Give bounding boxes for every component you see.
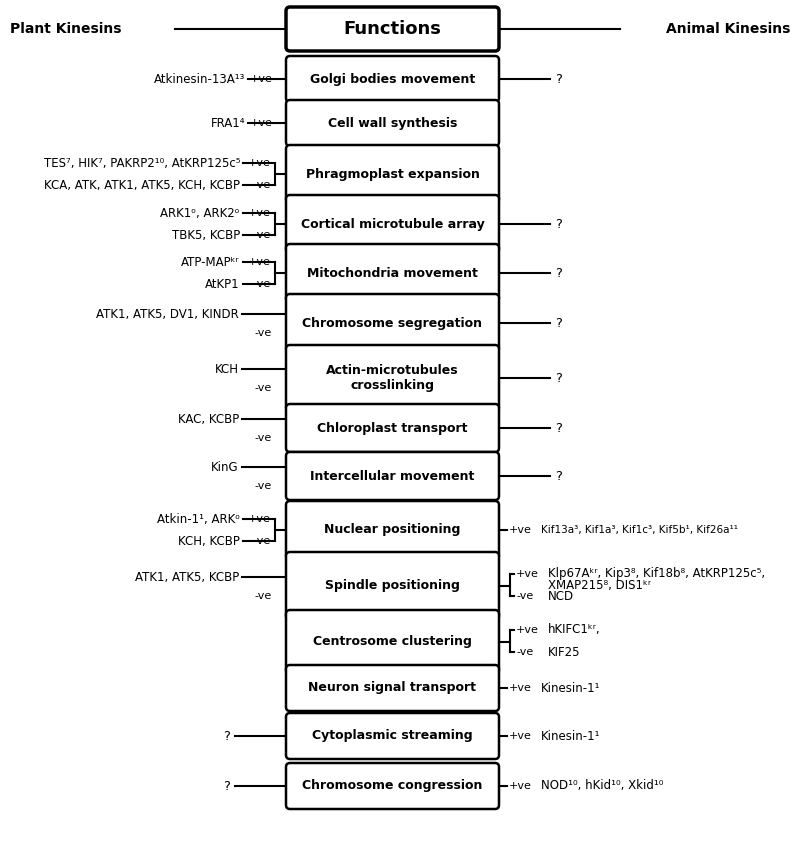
Text: ?: ?: [555, 316, 562, 330]
Text: Chromosome segregation: Chromosome segregation: [302, 316, 482, 330]
FancyBboxPatch shape: [286, 552, 499, 620]
Text: ATK1, ATK5, DV1, KINDR: ATK1, ATK5, DV1, KINDR: [96, 308, 239, 320]
FancyBboxPatch shape: [286, 294, 499, 352]
Text: Animal Kinesins: Animal Kinesins: [666, 22, 790, 36]
Text: KAC, KCBP: KAC, KCBP: [178, 412, 239, 426]
FancyBboxPatch shape: [286, 713, 499, 759]
Text: +ve: +ve: [509, 683, 532, 693]
Text: -ve: -ve: [254, 230, 271, 240]
Text: Actin-microtubules
crosslinking: Actin-microtubules crosslinking: [326, 364, 459, 392]
Text: Cell wall synthesis: Cell wall synthesis: [328, 117, 457, 130]
Text: ?: ?: [555, 218, 562, 230]
Text: Spindle positioning: Spindle positioning: [325, 579, 460, 593]
Text: ?: ?: [223, 780, 230, 792]
FancyBboxPatch shape: [286, 7, 499, 51]
Text: FRA1⁴: FRA1⁴: [210, 117, 245, 130]
Text: +ve: +ve: [509, 525, 532, 535]
Text: Chromosome congression: Chromosome congression: [302, 780, 482, 792]
FancyBboxPatch shape: [286, 145, 499, 203]
Text: -ve: -ve: [254, 279, 271, 289]
Text: AtKP1: AtKP1: [206, 278, 240, 290]
Text: +ve: +ve: [516, 569, 539, 579]
Text: -ve: -ve: [254, 180, 271, 190]
FancyBboxPatch shape: [286, 56, 499, 102]
Text: Phragmoplast expansion: Phragmoplast expansion: [306, 167, 479, 181]
Text: TES⁷, HIK⁷, PAKRP2¹⁰, AtKRP125c⁵: TES⁷, HIK⁷, PAKRP2¹⁰, AtKRP125c⁵: [43, 156, 240, 170]
FancyBboxPatch shape: [286, 244, 499, 302]
Text: -ve: -ve: [254, 383, 272, 393]
Text: ?: ?: [555, 372, 562, 384]
Text: XMAP215⁸, DIS1ᵏʳ: XMAP215⁸, DIS1ᵏʳ: [548, 579, 651, 593]
Text: hKIFC1ᵏʳ,: hKIFC1ᵏʳ,: [548, 623, 601, 637]
Text: Plant Kinesins: Plant Kinesins: [10, 22, 122, 36]
Text: +ve: +ve: [248, 514, 271, 524]
Text: +ve: +ve: [509, 731, 532, 741]
FancyBboxPatch shape: [286, 501, 499, 559]
FancyBboxPatch shape: [286, 763, 499, 809]
FancyBboxPatch shape: [286, 100, 499, 146]
Text: NOD¹⁰, hKid¹⁰, Xkid¹⁰: NOD¹⁰, hKid¹⁰, Xkid¹⁰: [541, 780, 663, 792]
Text: -ve: -ve: [254, 536, 271, 546]
Text: Intercellular movement: Intercellular movement: [310, 469, 474, 483]
FancyBboxPatch shape: [286, 610, 499, 674]
Text: -ve: -ve: [516, 647, 534, 657]
FancyBboxPatch shape: [286, 452, 499, 500]
Text: TBK5, KCBP: TBK5, KCBP: [172, 229, 240, 241]
Text: Golgi bodies movement: Golgi bodies movement: [310, 72, 475, 86]
Text: ATK1, ATK5, KCBP: ATK1, ATK5, KCBP: [134, 570, 239, 584]
Text: Functions: Functions: [343, 20, 442, 38]
Text: Neuron signal transport: Neuron signal transport: [309, 681, 477, 695]
Text: KCH, KCBP: KCH, KCBP: [178, 535, 240, 547]
Text: Atkin-1¹, ARKᵒ: Atkin-1¹, ARKᵒ: [157, 512, 240, 526]
Text: KCA, ATK, ATK1, ATK5, KCH, KCBP: KCA, ATK, ATK1, ATK5, KCH, KCBP: [44, 178, 240, 192]
Text: KinG: KinG: [211, 461, 239, 473]
Text: +ve: +ve: [250, 118, 273, 128]
Text: Chloroplast transport: Chloroplast transport: [318, 421, 468, 435]
Text: Mitochondria movement: Mitochondria movement: [307, 267, 478, 279]
Text: ARK1ᵒ, ARK2ᵒ: ARK1ᵒ, ARK2ᵒ: [161, 207, 240, 220]
Text: Klp67Aᵏʳ, Kip3⁸, Kif18b⁸, AtKRP125c⁵,: Klp67Aᵏʳ, Kip3⁸, Kif18b⁸, AtKRP125c⁵,: [548, 568, 765, 580]
Text: -ve: -ve: [254, 481, 272, 491]
Text: -ve: -ve: [516, 591, 534, 601]
Text: Atkinesin-13A¹³: Atkinesin-13A¹³: [154, 72, 245, 86]
Text: +ve: +ve: [516, 625, 539, 635]
Text: -ve: -ve: [254, 433, 272, 443]
FancyBboxPatch shape: [286, 195, 499, 253]
Text: Cytoplasmic streaming: Cytoplasmic streaming: [312, 729, 473, 743]
Text: ?: ?: [555, 421, 562, 435]
Text: ?: ?: [223, 729, 230, 743]
Text: +ve: +ve: [248, 257, 271, 267]
Text: Kinesin-1¹: Kinesin-1¹: [541, 729, 601, 743]
Text: -ve: -ve: [254, 591, 272, 601]
Text: Nuclear positioning: Nuclear positioning: [324, 523, 461, 537]
Text: KIF25: KIF25: [548, 646, 581, 659]
FancyBboxPatch shape: [286, 345, 499, 411]
FancyBboxPatch shape: [286, 665, 499, 711]
Text: Cortical microtubule array: Cortical microtubule array: [301, 218, 484, 230]
Text: +ve: +ve: [248, 208, 271, 218]
Text: ?: ?: [555, 267, 562, 279]
Text: +ve: +ve: [509, 781, 532, 791]
Text: KCH: KCH: [215, 362, 239, 375]
FancyBboxPatch shape: [286, 404, 499, 452]
Text: -ve: -ve: [254, 328, 272, 338]
Text: Kif13a³, Kif1a³, Kif1c³, Kif5b¹, Kif26a¹¹: Kif13a³, Kif1a³, Kif1c³, Kif5b¹, Kif26a¹…: [541, 525, 738, 535]
Text: Kinesin-1¹: Kinesin-1¹: [541, 681, 601, 695]
Text: NCD: NCD: [548, 590, 574, 602]
Text: +ve: +ve: [248, 158, 271, 168]
Text: Centrosome clustering: Centrosome clustering: [313, 636, 472, 648]
Text: +ve: +ve: [250, 74, 273, 84]
Text: ?: ?: [555, 72, 562, 86]
Text: ATP-MAPᵏʳ: ATP-MAPᵏʳ: [182, 256, 240, 268]
Text: ?: ?: [555, 469, 562, 483]
